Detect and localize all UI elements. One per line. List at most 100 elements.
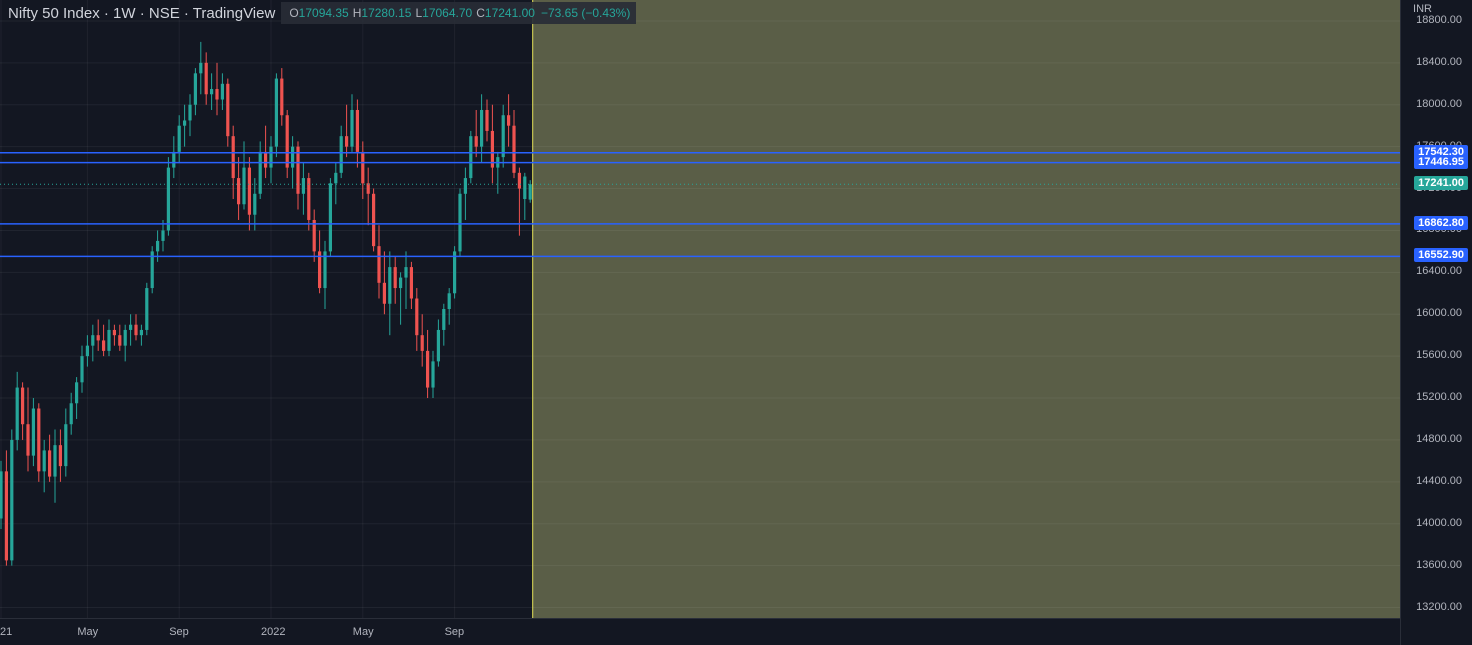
chart-legend: Nifty 50 Index · 1W · NSE · TradingView … [0,2,637,24]
candle-body [264,151,268,168]
candle-body [291,146,295,168]
candle-body [204,62,208,95]
low-value: 17064.70 [422,6,473,20]
candle-body [42,450,46,472]
candle-body [393,267,397,289]
candle-body [269,146,273,168]
candle-body [372,193,376,247]
y-tick-label: 18000.00 [1416,97,1462,110]
candle-body [517,172,521,189]
high-value: 17280.15 [361,6,412,20]
y-tick-label: 14000.00 [1416,516,1462,529]
candle-body [199,62,203,74]
candle-body [280,78,284,116]
candle-body [96,335,100,341]
candle-body [296,146,300,194]
level-price-tag: 16552.90 [1414,248,1468,263]
candle-body [345,136,349,147]
candle-body [177,125,181,152]
candle-body [172,151,176,168]
candle-body [53,445,57,477]
y-tick-label: 13200.00 [1416,600,1462,613]
symbol-title: Nifty 50 Index · 1W · NSE · TradingView [8,4,276,22]
candle-body [409,267,413,299]
candle-body [75,382,79,404]
candle-body [31,408,35,456]
candle-body [242,167,246,205]
low-key: L [415,6,423,20]
candle-body [210,89,214,95]
close-value: 17241.00 [484,6,535,20]
candle-body [274,78,278,147]
x-tick-label: 2022 [261,626,286,638]
candle-body [226,83,230,137]
candle-body [388,267,392,304]
candle-body [463,178,467,194]
y-tick-label: 15600.00 [1416,349,1462,362]
candle-body [48,450,52,477]
candle-body [312,219,316,252]
candle-body [161,230,165,241]
candle-body [129,324,133,330]
candle-body [501,115,505,158]
candle-body [415,298,419,336]
candle-body [134,324,138,336]
candle-body [307,178,311,220]
candle-body [301,178,305,194]
close-key: C [476,6,485,20]
y-tick-label: 15200.00 [1416,391,1462,404]
candle-body [80,356,84,383]
candle-body [328,183,332,252]
candle-body [4,471,8,561]
candle-body [215,89,219,100]
y-tick-label: 14800.00 [1416,432,1462,445]
candle-body [91,335,95,346]
candle-body [64,424,68,467]
candle-body [85,345,89,357]
x-tick-label: May [352,626,374,638]
currency-label: INR [1413,3,1432,15]
candle-body [507,115,511,126]
y-tick-label: 18800.00 [1416,13,1462,26]
candle-body [156,240,160,252]
candle-body [37,408,41,472]
candle-body [366,183,370,194]
x-tick-label: May [77,626,99,638]
x-tick-label: 21 [0,626,13,638]
candle-body [442,309,446,330]
candle-body [247,167,251,215]
candle-body [436,329,440,362]
candle-body [447,293,451,309]
candle-body [523,176,527,200]
candle-body [15,387,19,440]
last-price-tag: 17241.00 [1414,176,1468,191]
candle-body [26,424,30,456]
candle-body [431,361,435,388]
ohlc-values: O 17094.35 H 17280.15 L 17064.70 C 17241… [281,2,637,24]
candle-body [377,246,381,283]
candle-body [112,329,116,336]
candle-body [10,439,14,561]
y-tick-label: 14400.00 [1416,474,1462,487]
candle-body [469,136,473,179]
candle-body [339,136,343,173]
level-price-tag: 16862.80 [1414,215,1468,230]
open-key: O [289,6,299,20]
candle-body [107,329,111,351]
change-value: −73.65 (−0.43%) [540,6,631,20]
candle-body [253,193,257,215]
candle-body [528,184,532,200]
candle-body [231,136,235,179]
x-tick-label: Sep [169,626,189,638]
candle-body [123,329,127,346]
candle-body [220,83,224,100]
y-tick-label: 18400.00 [1416,55,1462,68]
candle-body [145,288,149,330]
candle-body [0,471,3,519]
candle-body [361,151,365,184]
candle-body [150,251,154,289]
candle-body [193,73,197,105]
candle-body [480,109,484,147]
candle-body [426,350,430,388]
